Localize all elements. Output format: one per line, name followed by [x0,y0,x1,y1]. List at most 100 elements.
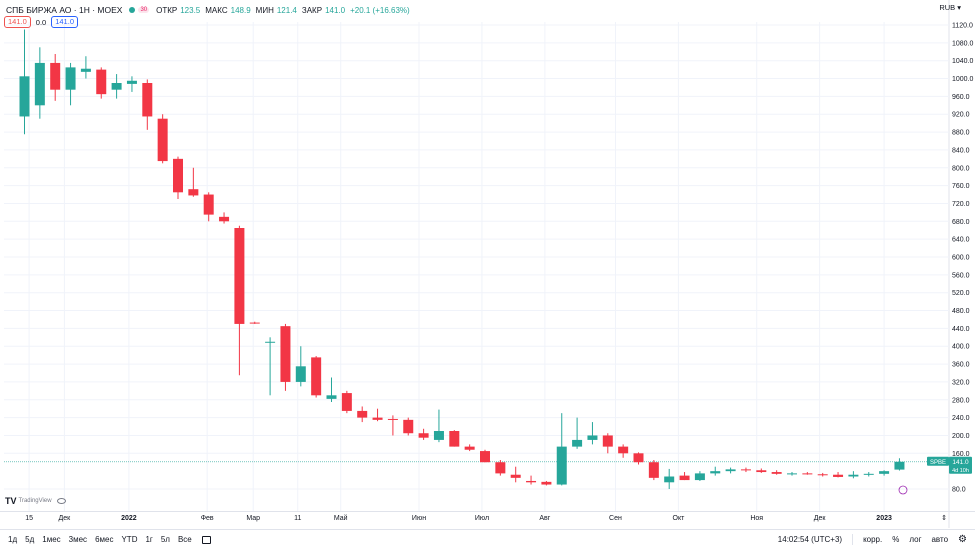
candles [19,29,905,489]
high-label: МАКС [205,5,228,15]
candle-body [787,473,797,475]
candle-body [510,474,521,478]
candle [50,54,61,101]
candle [802,472,813,475]
y-tick-label: 720.0 [952,201,970,208]
candle [219,212,230,224]
currency-selector[interactable]: RUB ▾ [939,3,961,12]
candle [188,167,199,197]
candle [280,323,291,391]
candle [894,458,905,471]
candle [19,29,30,135]
candle-body [341,393,352,411]
candle-body [464,446,475,450]
gear-icon[interactable]: ⚙ [958,534,967,545]
candle-body [19,76,30,117]
candle-body [572,439,583,447]
range-button-2[interactable]: 1мес [42,535,61,544]
range-button-8[interactable]: Все [177,535,192,544]
candle [34,47,45,119]
candle-body [203,194,214,215]
candle-body [387,418,398,420]
candle-body [418,433,429,438]
range-button-0[interactable]: 1д [8,535,18,544]
eye-icon[interactable] [56,498,66,504]
candle-body [249,322,260,324]
y-tick-label: 280.0 [952,397,970,404]
y-tick-label: 320.0 [952,379,970,386]
candle [679,472,690,481]
candle [725,467,736,474]
range-button-7[interactable]: 5л [160,535,170,544]
candle-body [894,461,905,470]
candle [234,225,245,376]
y-tick-label: 760.0 [952,183,970,190]
symbol-title[interactable]: СПБ БИРЖА АО · 1Н · MOEX [6,5,123,15]
y-tick-label: 400.0 [952,344,970,351]
candle-body [403,419,414,434]
candle-body [602,435,613,447]
y-tick-label: 560.0 [952,272,970,279]
y-tick-label: 480.0 [952,308,970,315]
close-value: 141.0 [325,5,346,15]
time-axis[interactable]: 15 Дек 2022 Фев Мар 11 Май Июн Июл Авг Сен Окт Ноя Де… [25,514,947,522]
price-axis[interactable]: 1120.0 1080.0 1040.0 1000.0 960.0 920.0 880.0 8… [952,23,974,494]
price-tag-text: 141.0 [952,459,969,466]
range-button-1[interactable]: 5д [25,535,35,544]
candle-body [449,431,460,447]
candle [526,475,537,485]
tool-auto[interactable]: авто [931,535,949,544]
range-button-3[interactable]: 3мес [68,535,88,544]
x-tick-label: Авг [539,515,550,522]
tool-adjust[interactable]: корр. [863,535,883,544]
x-tick-label: Июл [475,515,489,522]
candle-body [96,69,107,95]
candle-body [173,158,183,193]
y-tick-label: 960.0 [952,94,970,101]
candle-body [817,474,828,476]
candle-body [280,326,291,382]
candle-body [326,395,337,399]
market-status-icon [129,7,136,13]
x-tick-label: Фев [201,515,214,522]
range-button-6[interactable]: 1г [145,535,153,544]
y-tick-label: 880.0 [952,130,970,137]
event-marker-icon[interactable] [898,485,908,495]
range-buttons: 1д 5д 1мес 3мес 6мес YTD 1г 5л Все [0,535,192,544]
candle [387,415,398,436]
candle-body [65,67,76,90]
high-value: 148.9 [230,5,251,15]
range-button-4[interactable]: 6мес [95,535,114,544]
open-label: ОТКР [156,5,178,15]
y-tick-label: 160.0 [952,451,970,458]
logo-mark: TV [5,496,17,506]
candle [464,444,475,452]
clock-time[interactable]: 14:02:54 (UTC+3) [777,535,843,544]
candle-body [679,475,690,481]
candle [648,460,659,481]
range-button-5[interactable]: YTD [121,535,138,544]
spread-value: 0.0 [35,17,47,27]
tool-log[interactable]: лог [909,535,922,544]
tool-percent[interactable]: % [892,535,900,544]
candle-body [495,462,506,474]
candle [618,444,629,458]
candle-body [694,473,705,481]
candle [633,452,644,465]
axis-scroll-icon[interactable]: ⇕ [941,514,947,522]
buy-button[interactable]: 141.0 [51,16,78,28]
candle [556,413,567,486]
sell-button[interactable]: 141.0 [4,16,31,28]
candle [449,430,460,447]
tradingview-logo[interactable]: TV TradingView [5,496,66,506]
countdown-text: 4d 10h [952,468,969,474]
candle-body [802,473,813,475]
candle [602,433,613,454]
candle [756,468,767,473]
calendar-icon[interactable] [201,535,211,544]
candle-body [126,80,137,84]
candle-body [234,228,245,324]
close-label: ЗАКР [301,5,323,15]
x-tick-label: Сен [609,515,622,522]
